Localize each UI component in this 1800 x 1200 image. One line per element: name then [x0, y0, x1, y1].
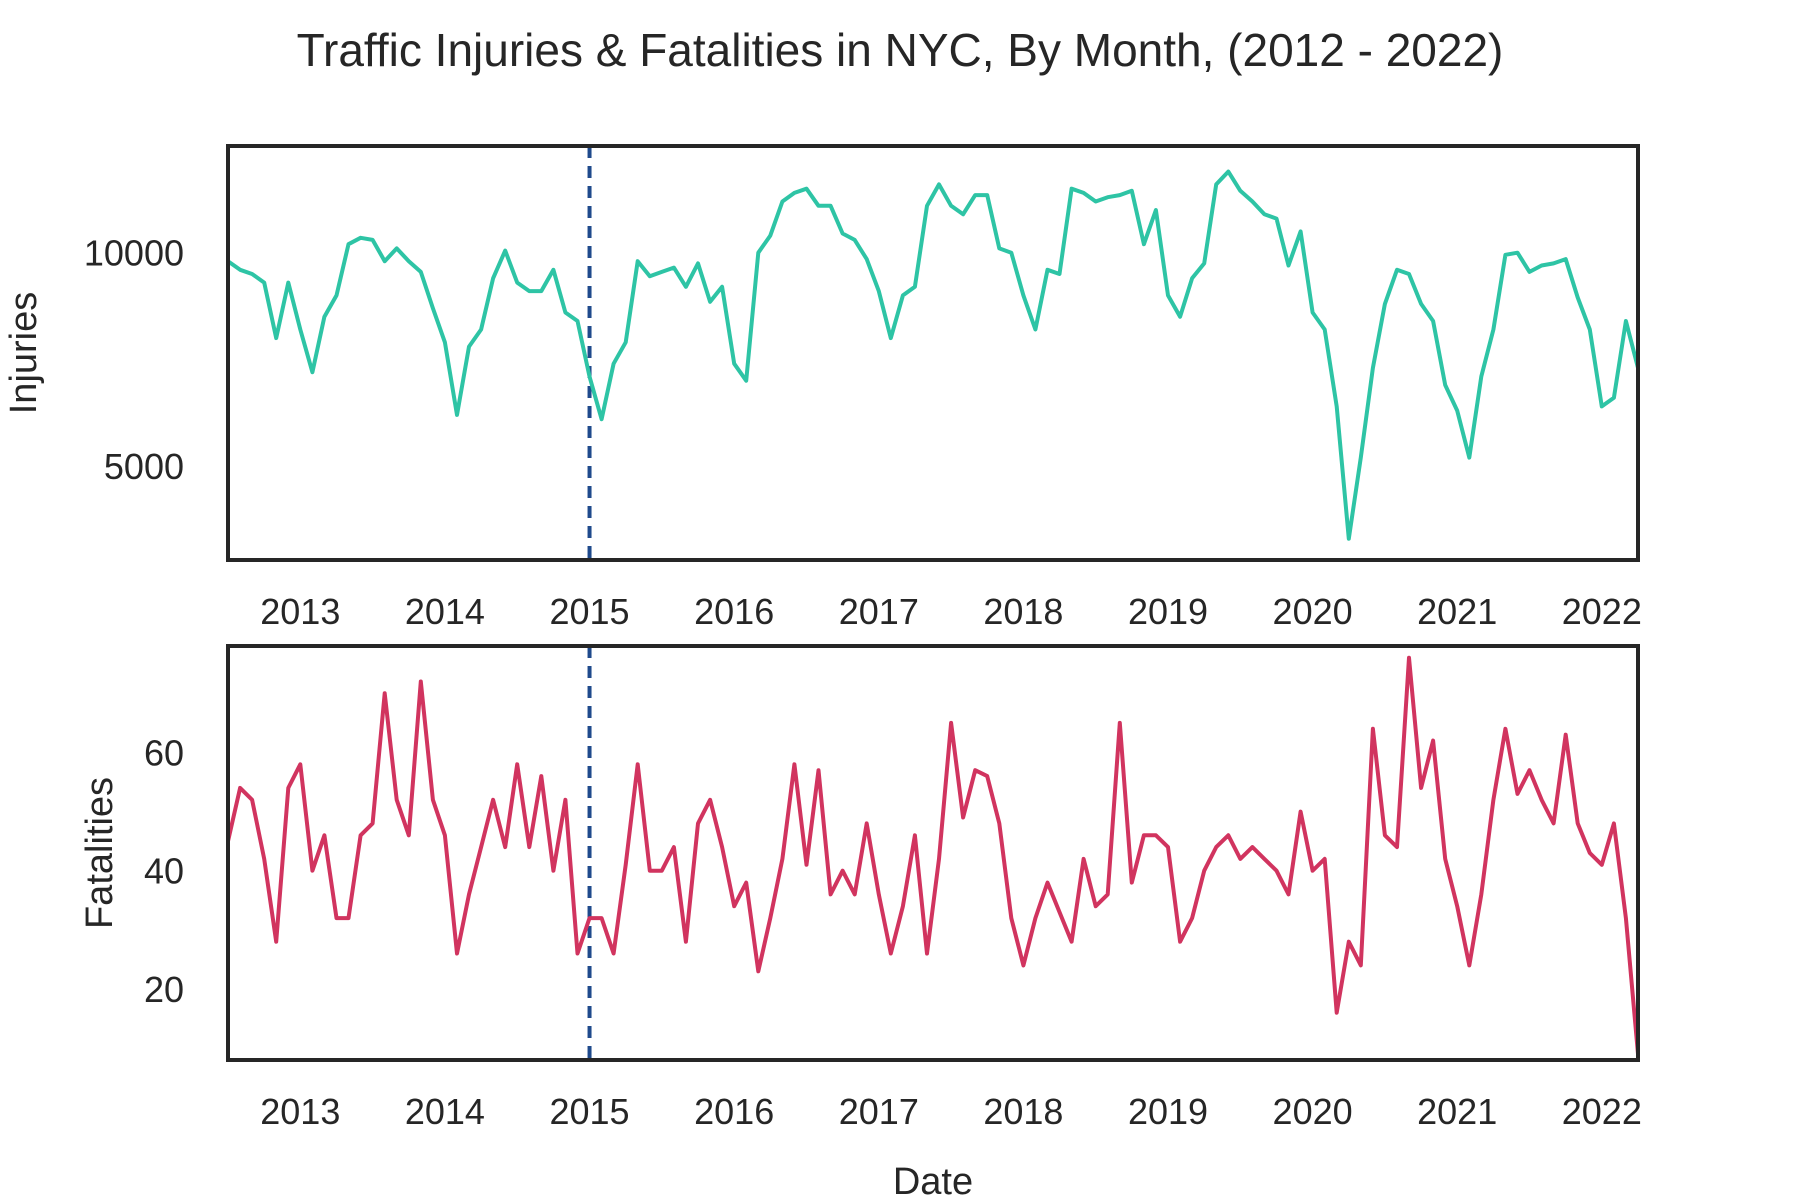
fatalities-x-tick-label: 2014 [405, 1091, 485, 1132]
fatalities-x-tick-label: 2022 [1562, 1091, 1642, 1132]
fatalities-y-tick-labels: 20 40 60 [144, 732, 184, 1010]
fatalities-y-tick-label: 40 [144, 851, 184, 892]
injuries-x-tick-label: 2014 [405, 591, 485, 632]
x-axis-label: Date [893, 1161, 973, 1200]
injuries-y-axis-label: Injuries [3, 292, 45, 415]
fatalities-x-tick-label: 2013 [260, 1091, 340, 1132]
injuries-x-tick-label: 2020 [1273, 591, 1353, 632]
fatalities-series-line [226, 655, 1640, 1055]
fatalities-y-tick-label: 60 [144, 732, 184, 773]
injuries-y-tick-label: 10000 [84, 233, 184, 274]
injuries-x-tick-label: 2018 [983, 591, 1063, 632]
injuries-x-tick-labels: 2013 2014 2015 2016 2017 2018 2019 2020 2021 2022 [260, 591, 1642, 632]
fatalities-x-tick-labels: 2013 2014 2015 2016 2017 2018 2019 2020 2021 2022 [260, 1091, 1642, 1132]
injuries-x-tick-label: 2022 [1562, 591, 1642, 632]
injuries-x-tick-label: 2021 [1417, 591, 1497, 632]
injuries-y-tick-labels: 5000 10000 [84, 233, 184, 487]
fatalities-x-tick-label: 2020 [1273, 1091, 1353, 1132]
injuries-plot-area [228, 146, 1638, 560]
injuries-x-tick-label: 2017 [839, 591, 919, 632]
injuries-series-line [226, 169, 1640, 541]
fatalities-x-tick-label: 2016 [694, 1091, 774, 1132]
fatalities-x-tick-label: 2019 [1128, 1091, 1208, 1132]
fatalities-y-tick-label: 20 [144, 969, 184, 1010]
injuries-y-tick-label: 5000 [104, 446, 184, 487]
injuries-x-tick-label: 2019 [1128, 591, 1208, 632]
fatalities-plot-area [228, 646, 1638, 1060]
fatalities-x-tick-label: 2017 [839, 1091, 919, 1132]
fatalities-x-tick-label: 2018 [983, 1091, 1063, 1132]
fatalities-x-tick-label: 2021 [1417, 1091, 1497, 1132]
fatalities-x-tick-label: 2015 [549, 1091, 629, 1132]
injuries-x-tick-label: 2016 [694, 591, 774, 632]
injuries-x-tick-label: 2015 [549, 591, 629, 632]
injuries-plot-frame [226, 144, 1640, 562]
fatalities-y-axis-label: Fatalities [79, 777, 121, 929]
injuries-x-tick-label: 2013 [260, 591, 340, 632]
chart-title: Traffic Injuries & Fatalities in NYC, By… [297, 24, 1504, 76]
fatalities-plot-frame [226, 644, 1640, 1062]
